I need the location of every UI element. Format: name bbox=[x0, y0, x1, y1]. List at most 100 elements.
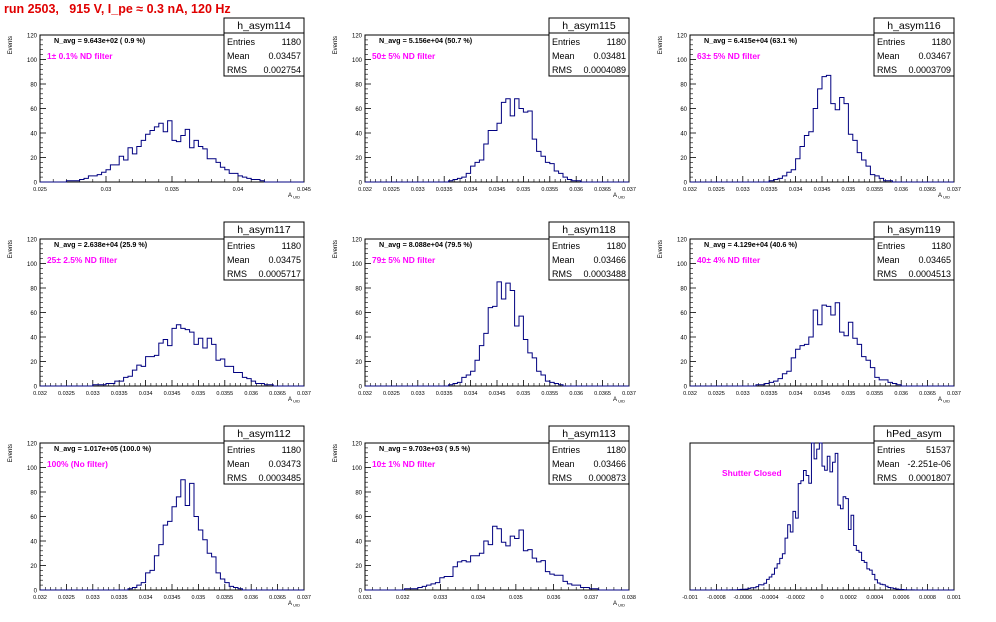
x-tick-label: 0.038 bbox=[622, 595, 636, 601]
x-tick-label: 0.001 bbox=[947, 595, 961, 601]
x-tick-label: 0.036 bbox=[894, 187, 908, 193]
stats-label-entries: Entries bbox=[877, 37, 906, 47]
stats-value-entries: 1180 bbox=[282, 445, 301, 455]
y-tick-label: 80 bbox=[355, 83, 362, 89]
y-tick-label: 20 bbox=[680, 360, 687, 366]
stats-value-rms: 0.0003485 bbox=[258, 473, 301, 483]
y-tick-label: 40 bbox=[680, 132, 687, 138]
navg-label: N_avg = 8.088e+04 (79.5 %) bbox=[379, 240, 473, 249]
y-tick-label: 80 bbox=[30, 491, 37, 497]
y-tick-label: 0 bbox=[359, 589, 363, 595]
filter-annotation: 50± 5% ND filter bbox=[372, 51, 436, 61]
histogram-panel-h_asym114: 0 20 40 60 80 100 120 Events 0.025 0.03 0.035 0.04 0… bbox=[8, 17, 311, 200]
stats-label-mean: Mean bbox=[227, 51, 250, 61]
x-tick-label: 0.0325 bbox=[708, 391, 725, 397]
x-tick-label: 0.032 bbox=[358, 391, 372, 397]
histogram-line bbox=[40, 479, 304, 591]
y-axis-label: Events bbox=[658, 36, 664, 54]
y-tick-label: 100 bbox=[352, 262, 363, 268]
stats-value-mean: 0.03466 bbox=[593, 459, 626, 469]
y-tick-label: 0 bbox=[34, 385, 38, 391]
stats-value-entries: 1180 bbox=[282, 37, 301, 47]
y-tick-label: 80 bbox=[30, 83, 37, 89]
x-tick-label: 0.0008 bbox=[919, 595, 936, 601]
x-tick-label: 0.0325 bbox=[383, 187, 400, 193]
stats-value-rms: 0.0003488 bbox=[583, 269, 626, 279]
stats-label-rms: RMS bbox=[552, 65, 572, 75]
histogram-panel-hPed_asym: -0.001 -0.0008 -0.0006 -0.0004 -0.0002 0 0.000… bbox=[682, 425, 961, 601]
x-tick-label: -0.001 bbox=[682, 595, 698, 601]
y-tick-label: 100 bbox=[27, 262, 38, 268]
stats-title: h_asym112 bbox=[237, 428, 291, 440]
x-tick-label: 0.0345 bbox=[489, 187, 506, 193]
stats-label-entries: Entries bbox=[227, 445, 256, 455]
y-tick-label: 0 bbox=[359, 181, 363, 187]
stats-value-rms: 0.000873 bbox=[588, 473, 626, 483]
x-tick-label: 0.037 bbox=[622, 187, 636, 193]
y-tick-label: 20 bbox=[30, 564, 37, 570]
stats-box bbox=[548, 17, 630, 77]
navg-label: N_avg = 9.643e+02 ( 0.9 %) bbox=[54, 36, 146, 45]
stats-label-entries: Entries bbox=[227, 37, 256, 47]
x-tick-label: 0.0355 bbox=[866, 187, 883, 193]
x-tick-label: 0.045 bbox=[297, 187, 311, 193]
filter-annotation: Shutter Closed bbox=[722, 468, 782, 478]
y-tick-label: 120 bbox=[677, 238, 688, 244]
x-tick-label: 0.033 bbox=[411, 187, 425, 193]
x-tick-label: 0.0365 bbox=[594, 187, 611, 193]
y-tick-label: 80 bbox=[680, 83, 687, 89]
x-tick-label: -0.0008 bbox=[707, 595, 726, 601]
x-tick-label: 0.0355 bbox=[216, 391, 233, 397]
stats-label-mean: Mean bbox=[227, 459, 250, 469]
stats-value-mean: 0.03473 bbox=[268, 459, 301, 469]
x-tick-label: 0.0365 bbox=[594, 391, 611, 397]
navg-label: N_avg = 6.415e+04 (63.1 %) bbox=[704, 36, 798, 45]
stats-title: h_asym117 bbox=[237, 224, 291, 236]
histogram-panel-h_asym117: 0 20 40 60 80 100 120 Events 0.032 0.0325 0.033 0.0… bbox=[8, 221, 311, 404]
x-tick-label: 0.035 bbox=[517, 187, 531, 193]
x-tick-label: 0.034 bbox=[789, 187, 803, 193]
y-tick-label: 60 bbox=[680, 107, 687, 113]
y-tick-label: 100 bbox=[27, 466, 38, 472]
y-tick-label: 60 bbox=[355, 311, 362, 317]
y-tick-label: 80 bbox=[680, 287, 687, 293]
stats-box bbox=[223, 17, 305, 77]
stats-value-mean: 0.03457 bbox=[268, 51, 301, 61]
stats-value-mean: -2.251e-06 bbox=[907, 459, 951, 469]
y-axis-label: Events bbox=[333, 444, 339, 462]
navg-label: N_avg = 4.129e+04 (40.6 %) bbox=[704, 240, 798, 249]
stats-title: h_asym119 bbox=[887, 224, 941, 236]
y-tick-label: 80 bbox=[355, 491, 362, 497]
stats-value-mean: 0.03475 bbox=[268, 255, 301, 265]
stats-value-rms: 0.0003709 bbox=[908, 65, 951, 75]
x-tick-label: 0.035 bbox=[192, 391, 206, 397]
stats-value-mean: 0.03466 bbox=[593, 255, 626, 265]
stats-title: h_asym118 bbox=[562, 224, 616, 236]
stats-value-rms: 0.0004513 bbox=[908, 269, 951, 279]
x-tick-label: 0.0335 bbox=[436, 391, 453, 397]
x-axis-label: A UID bbox=[613, 397, 625, 404]
histogram-line bbox=[690, 442, 954, 591]
y-tick-label: 80 bbox=[30, 287, 37, 293]
x-tick-label: 0.0355 bbox=[541, 391, 558, 397]
y-tick-label: 120 bbox=[27, 442, 38, 448]
histogram-line bbox=[690, 74, 954, 183]
y-tick-label: 20 bbox=[355, 564, 362, 570]
x-tick-label: 0.036 bbox=[569, 391, 583, 397]
filter-annotation: 100% (No filter) bbox=[47, 459, 108, 469]
x-tick-label: 0.03 bbox=[101, 187, 112, 193]
x-tick-label: 0.0365 bbox=[919, 187, 936, 193]
y-tick-label: 100 bbox=[27, 58, 38, 64]
stats-label-entries: Entries bbox=[227, 241, 256, 251]
stats-label-mean: Mean bbox=[877, 51, 900, 61]
x-tick-label: 0.034 bbox=[464, 391, 478, 397]
stats-title: h_asym116 bbox=[887, 20, 941, 32]
y-tick-label: 40 bbox=[355, 540, 362, 546]
stats-value-entries: 1180 bbox=[607, 241, 626, 251]
y-tick-label: 100 bbox=[677, 262, 688, 268]
x-tick-label: 0.035 bbox=[842, 187, 856, 193]
x-tick-label: 0.0355 bbox=[866, 391, 883, 397]
stats-title: h_asym114 bbox=[237, 20, 291, 32]
y-axis-label: Events bbox=[658, 240, 664, 258]
x-tick-label: 0.032 bbox=[396, 595, 410, 601]
